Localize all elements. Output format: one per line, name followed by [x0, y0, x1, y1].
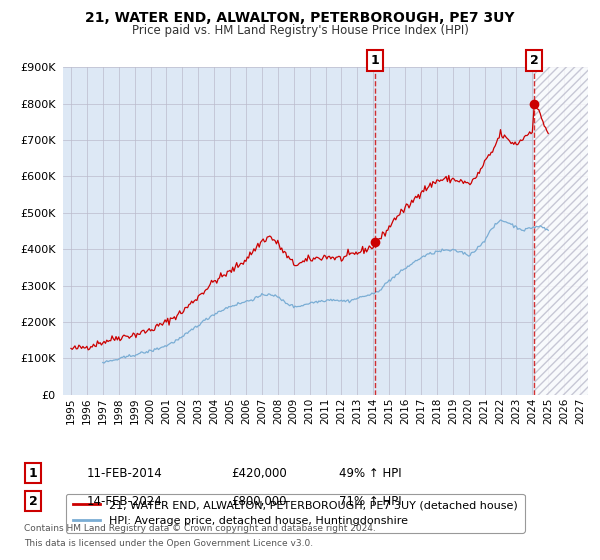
- Text: 71% ↑ HPI: 71% ↑ HPI: [339, 494, 401, 508]
- Text: 21, WATER END, ALWALTON, PETERBOROUGH, PE7 3UY: 21, WATER END, ALWALTON, PETERBOROUGH, P…: [85, 11, 515, 25]
- Text: £420,000: £420,000: [231, 466, 287, 480]
- Text: This data is licensed under the Open Government Licence v3.0.: This data is licensed under the Open Gov…: [24, 539, 313, 548]
- Text: 1: 1: [371, 54, 380, 67]
- Text: Contains HM Land Registry data © Crown copyright and database right 2024.: Contains HM Land Registry data © Crown c…: [24, 524, 376, 533]
- Text: Price paid vs. HM Land Registry's House Price Index (HPI): Price paid vs. HM Land Registry's House …: [131, 24, 469, 36]
- Text: £800,000: £800,000: [231, 494, 287, 508]
- Text: 11-FEB-2014: 11-FEB-2014: [87, 466, 163, 480]
- Text: 14-FEB-2024: 14-FEB-2024: [87, 494, 163, 508]
- Text: 1: 1: [29, 466, 37, 480]
- Legend: 21, WATER END, ALWALTON, PETERBOROUGH, PE7 3UY (detached house), HPI: Average pr: 21, WATER END, ALWALTON, PETERBOROUGH, P…: [66, 494, 524, 533]
- Text: 2: 2: [29, 494, 37, 508]
- Text: 2: 2: [530, 54, 539, 67]
- Text: 49% ↑ HPI: 49% ↑ HPI: [339, 466, 401, 480]
- Bar: [534, 67, 588, 395]
